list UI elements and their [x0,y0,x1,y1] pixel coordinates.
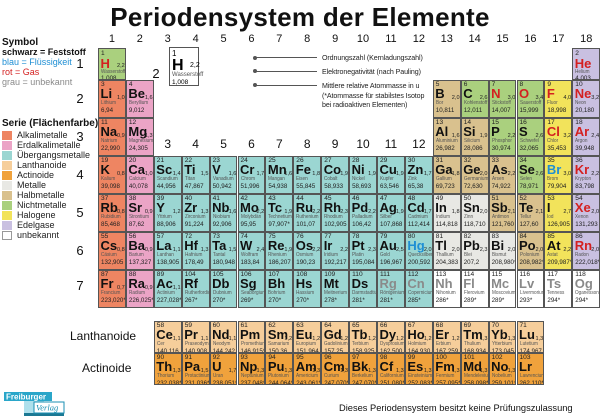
svg-text:Verlag: Verlag [36,403,58,413]
svg-text:Freiburger: Freiburger [6,393,46,402]
